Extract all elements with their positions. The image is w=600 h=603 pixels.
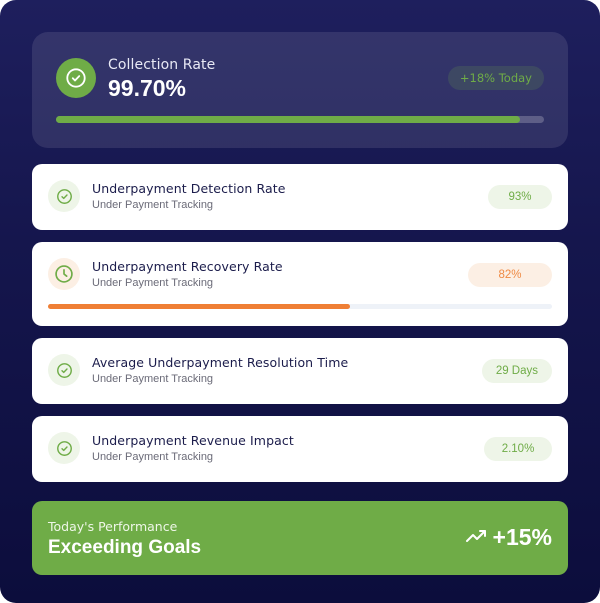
recovery-rate-progress-fill [48, 304, 351, 309]
performance-delta: +15% [492, 524, 552, 550]
collection-rate-value: 99.70% [108, 75, 187, 101]
recovery-rate-progress [48, 304, 552, 309]
metric-subtitle: Under Payment Tracking [92, 451, 214, 463]
clock-icon [48, 258, 80, 290]
metric-card-detection-rate[interactable]: Underpayment Detection Rate Under Paymen… [32, 164, 568, 230]
check-circle-icon [48, 432, 80, 464]
check-circle-icon [48, 180, 80, 212]
check-circle-icon [56, 58, 96, 98]
metric-value-badge: 93% [488, 185, 552, 209]
metric-card-recovery-rate[interactable]: Underpayment Recovery Rate Under Payment… [32, 242, 568, 326]
metric-title: Underpayment Revenue Impact [92, 433, 294, 448]
metric-title: Average Underpayment Resolution Time [92, 355, 349, 370]
metric-title: Underpayment Detection Rate [92, 181, 286, 196]
check-circle-icon [48, 354, 80, 386]
performance-delta-group: +15% [465, 524, 552, 551]
metric-subtitle: Under Payment Tracking [92, 199, 214, 211]
metric-value-badge: 82% [468, 263, 552, 287]
collection-rate-label: Collection Rate [108, 57, 216, 73]
metric-card-resolution-time[interactable]: Average Underpayment Resolution Time Und… [32, 338, 568, 404]
collection-rate-progress-fill [56, 116, 520, 123]
metric-subtitle: Under Payment Tracking [92, 373, 214, 385]
metric-value-badge: 2.10% [484, 437, 552, 461]
trending-up-icon [465, 528, 489, 548]
collection-rate-progress [56, 116, 544, 123]
metric-subtitle: Under Payment Tracking [92, 277, 214, 289]
todays-performance-banner: Today's Performance Exceeding Goals +15% [32, 501, 568, 575]
today-change-badge: +18% Today [447, 66, 544, 90]
collection-rate-card: Collection Rate 99.70% +18% Today [32, 32, 568, 148]
metric-value-badge: 29 Days [481, 359, 552, 383]
metric-title: Underpayment Recovery Rate [92, 259, 283, 274]
performance-label: Today's Performance [48, 519, 178, 534]
metric-card-revenue-impact[interactable]: Underpayment Revenue Impact Under Paymen… [32, 416, 568, 482]
performance-status: Exceeding Goals [48, 537, 202, 558]
